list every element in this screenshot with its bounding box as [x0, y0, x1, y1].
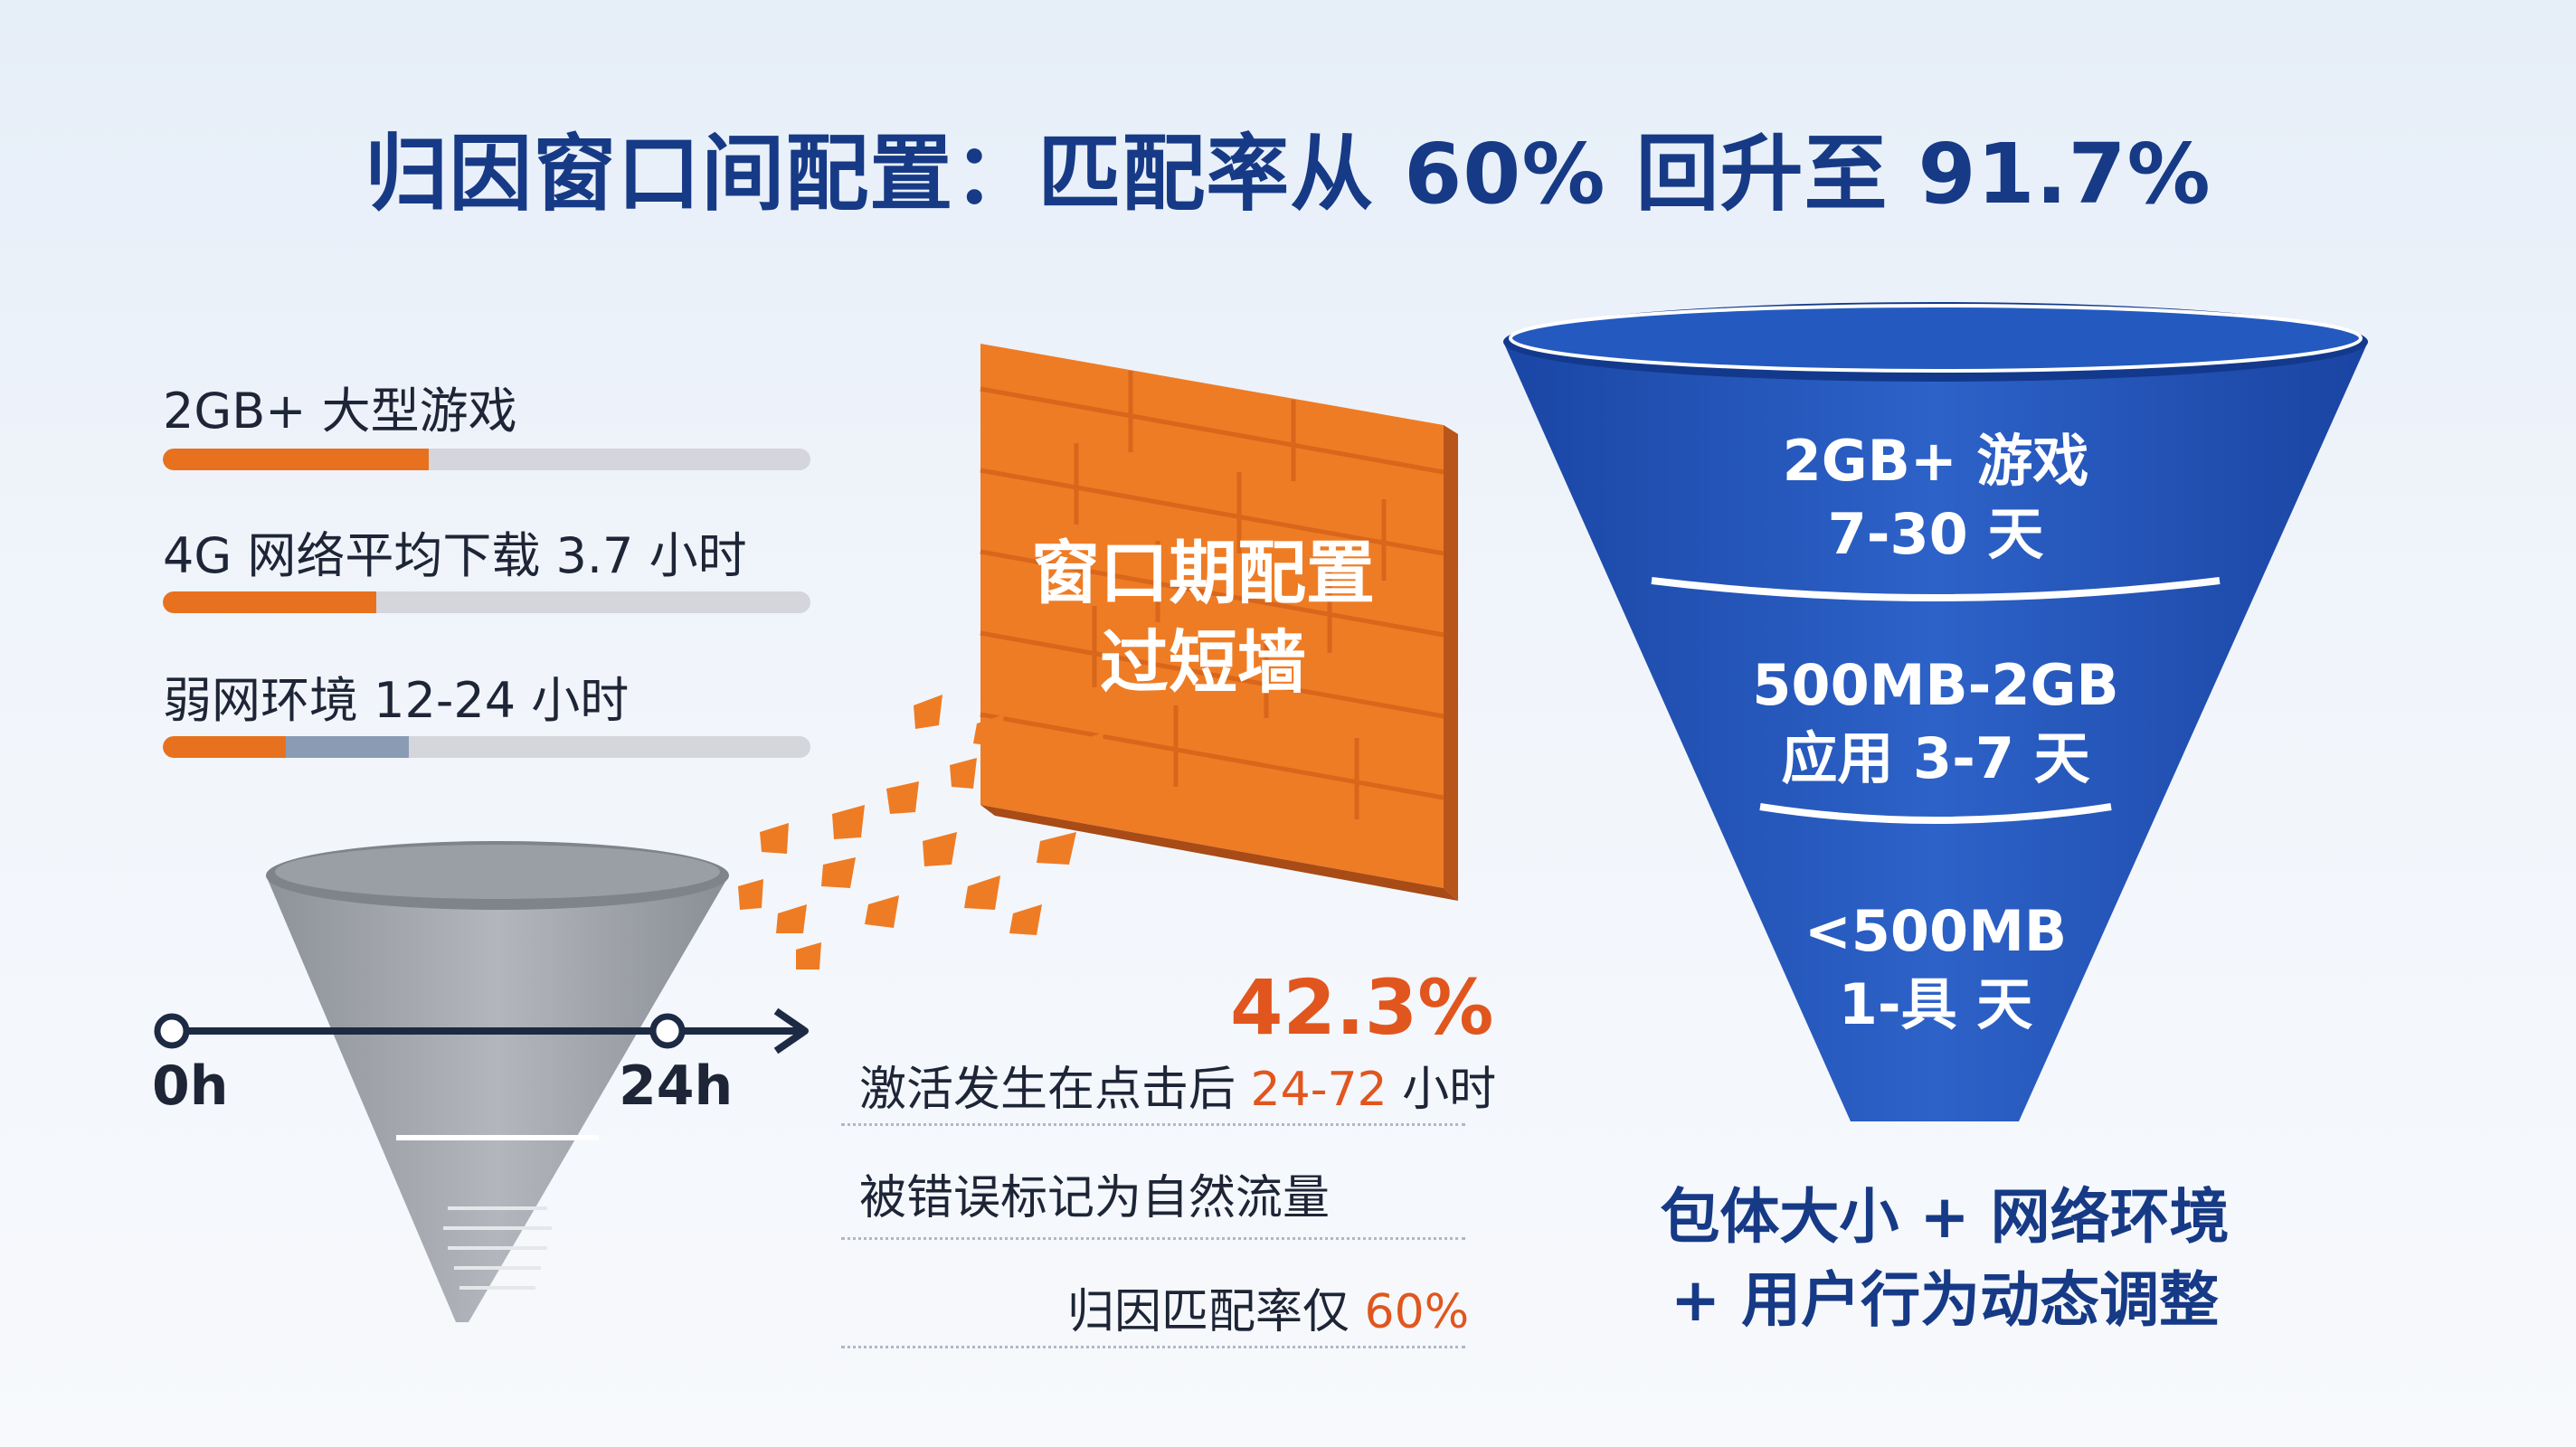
bottom-caption: 包体大小 + 网络环境 + 用户行为动态调整 — [1538, 1176, 2352, 1343]
page-title: 归因窗口间配置：匹配率从 60% 回升至 91.7% — [365, 126, 2211, 222]
blue-funnel-graphic — [1503, 302, 2368, 1121]
timeline-start-label: 0h — [152, 1055, 229, 1118]
funnel-tier-small: <500MB 1-具 天 — [1637, 895, 2234, 1041]
divider — [841, 1346, 1465, 1348]
progress-bar-4g-download — [163, 591, 810, 613]
funnel-tier-small-line1: <500MB — [1804, 898, 2068, 964]
funnel-tier-medium-line1: 500MB-2GB — [1752, 652, 2119, 718]
timeline-arrow — [154, 1007, 809, 1055]
wall-label-line2: 过短墙 — [1100, 621, 1306, 703]
bottom-caption-line2: + 用户行为动态调整 — [1670, 1265, 2220, 1336]
wall-debris-graphic — [738, 695, 1103, 969]
stat-line-activation-highlight: 24-72 — [1250, 1063, 1387, 1117]
funnel-tier-large-line2: 7-30 天 — [1827, 500, 2044, 567]
divider — [841, 1237, 1465, 1240]
progress-fill-secondary — [286, 736, 410, 758]
stat-line-organic: 被错误标记为自然流量 — [859, 1171, 1331, 1225]
stat-line-activation-suffix: 小时 — [1387, 1063, 1497, 1117]
funnel-tier-medium-line2: 应用 3-7 天 — [1781, 724, 2090, 791]
bar-label-4g-download: 4G 网络平均下载 3.7 小时 — [163, 527, 747, 584]
funnel-tier-small-line2: 1-具 天 — [1838, 970, 2033, 1037]
stat-line-match-rate: 归因匹配率仅 60% — [1067, 1273, 1469, 1341]
stat-line-match-rate-prefix: 归因匹配率仅 — [1067, 1285, 1365, 1339]
progress-bar-weak-network — [163, 736, 810, 758]
wall-label: 窗口期配置 过短墙 — [995, 529, 1411, 708]
stat-line-activation-prefix: 激活发生在点击后 — [859, 1063, 1251, 1117]
progress-fill — [163, 736, 287, 758]
timeline-end-label: 24h — [619, 1055, 734, 1118]
wall-label-line1: 窗口期配置 — [1031, 533, 1375, 613]
stat-line-match-rate-highlight: 60% — [1364, 1285, 1470, 1339]
funnel-tier-large-line1: 2GB+ 游戏 — [1782, 428, 2089, 494]
divider — [841, 1123, 1465, 1126]
progress-bar-large-game — [163, 449, 810, 470]
progress-fill — [163, 591, 377, 613]
progress-fill — [163, 449, 429, 470]
stat-line-activation: 激活发生在点击后 24-72 小时 — [859, 1051, 1496, 1119]
funnel-tier-medium: 500MB-2GB 应用 3-7 天 — [1637, 649, 2234, 795]
bar-label-weak-network: 弱网环境 12-24 小时 — [163, 672, 630, 729]
bottom-caption-line1: 包体大小 + 网络环境 — [1660, 1182, 2230, 1252]
bar-label-large-game: 2GB+ 大型游戏 — [163, 383, 517, 440]
gray-funnel-graphic — [266, 841, 729, 1322]
funnel-tier-large: 2GB+ 游戏 7-30 天 — [1637, 425, 2234, 571]
stat-percentage: 42.3% — [1230, 963, 1494, 1052]
